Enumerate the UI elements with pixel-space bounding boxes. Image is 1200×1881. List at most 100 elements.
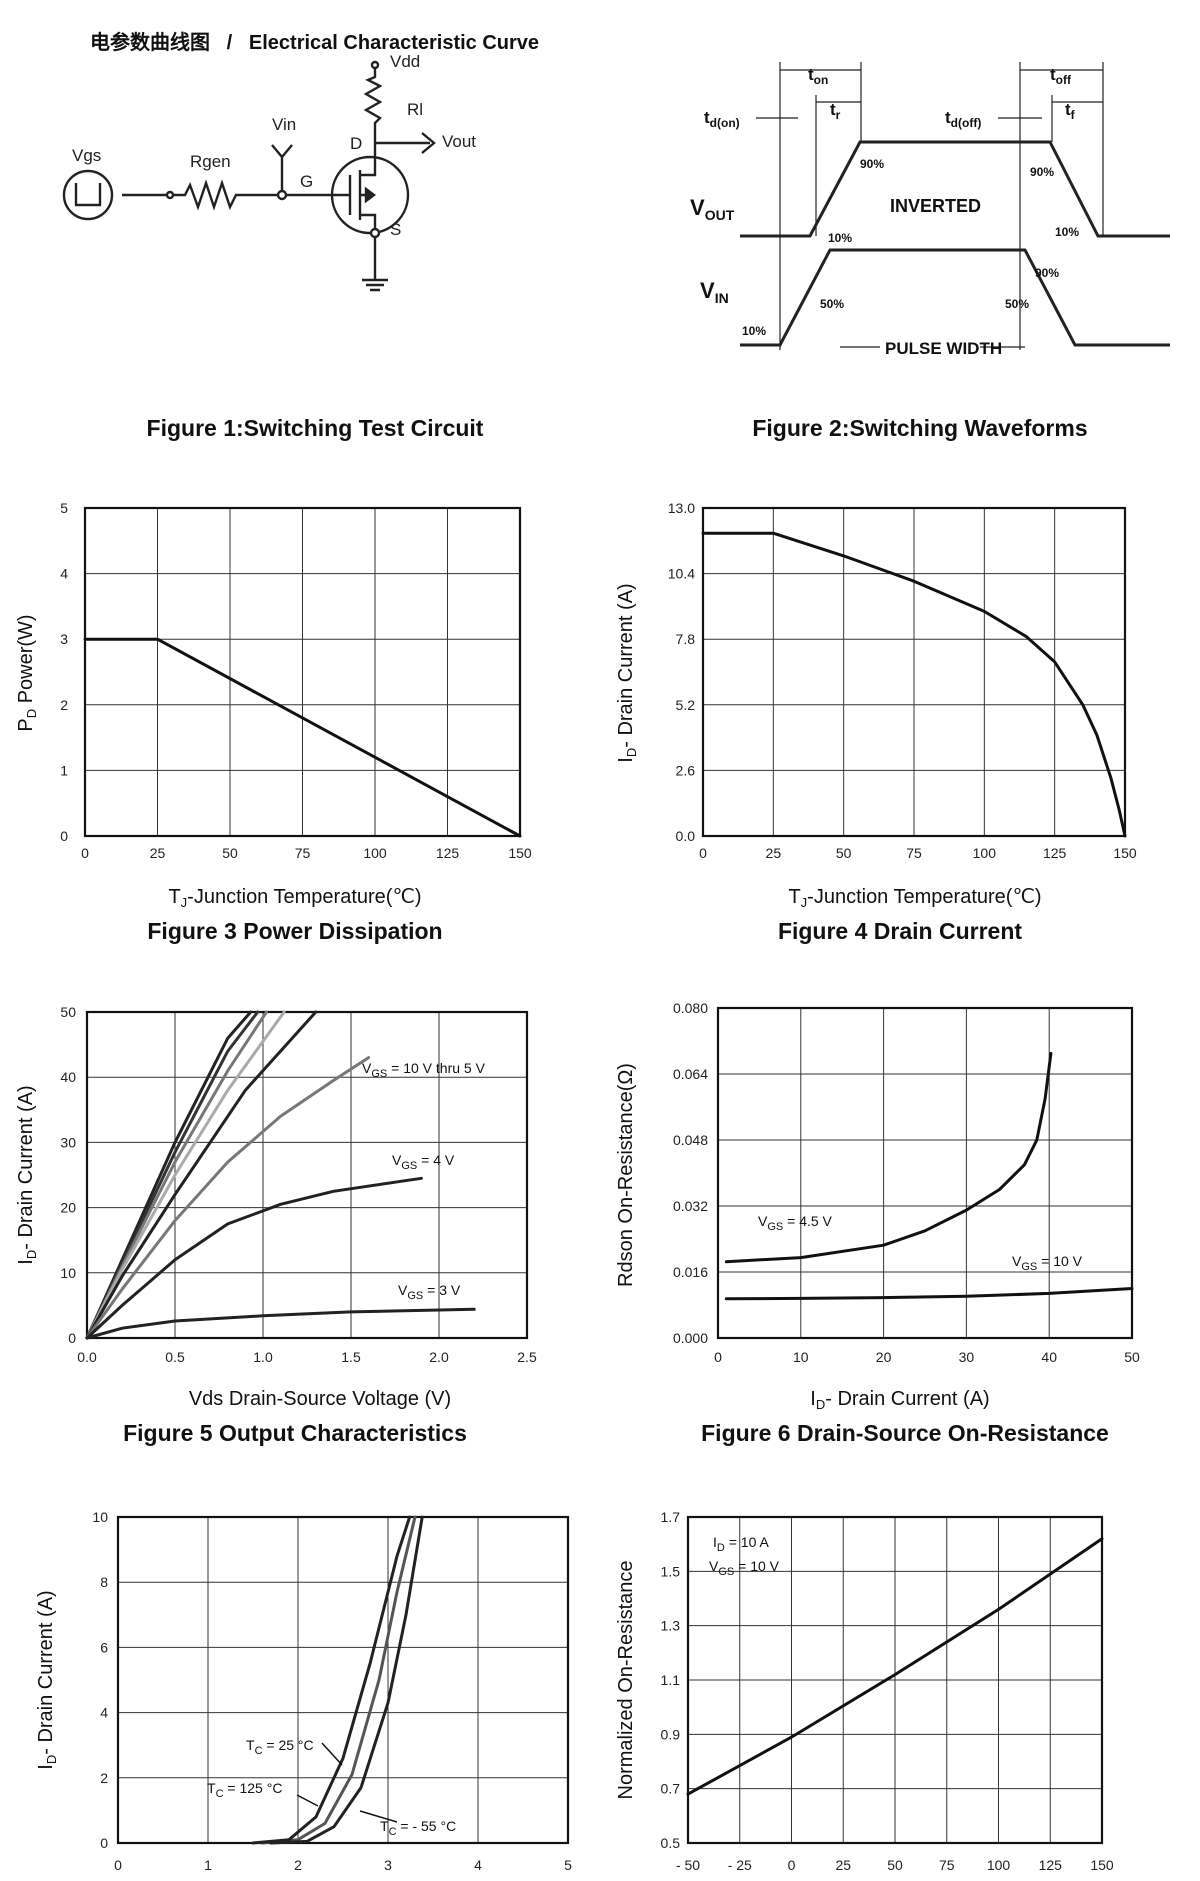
- p50a-label: 50%: [820, 297, 844, 311]
- y-axis-label: Normalized On-Resistance: [615, 1561, 637, 1800]
- plot-frame: [83, 506, 522, 838]
- y-tick-label: 0.0: [676, 828, 696, 844]
- output-characteristics-chart: 0.0 0.5 1.0 1.5 2.0 2.5 0 10 20 30 40 50 Vds Drain-S…: [15, 1004, 537, 1410]
- series-line-1: [260, 1515, 417, 1845]
- x-tick-label: 0: [699, 845, 707, 861]
- x-tick-label: 75: [906, 845, 922, 861]
- header-en: Electrical Characteristic Curve: [248, 32, 540, 54]
- transfer-characteristics-chart: 0 1 2 3 4 5 0 2 4 6 8 10 ID- Drain Current (A) TC = 2…: [35, 1509, 572, 1873]
- x-tick-label: 30: [959, 1349, 975, 1365]
- page-header: 电参数曲线图 / Electrical Characteristic Curve: [90, 26, 539, 55]
- x-axis-label: TJ-Junction Temperature(℃): [168, 886, 421, 908]
- x-tick-label: 125: [436, 845, 460, 861]
- y-tick-label: 1: [60, 762, 68, 778]
- figure2-caption: Figure 2:Switching Waveforms: [752, 415, 1088, 441]
- normalized-on-resistance-chart: - 50 - 25 0 25 50 75 100 125 150 0.5 0.7 0.9 1.1 1.3 1…: [615, 1509, 1114, 1873]
- tf-label: tf: [1065, 100, 1076, 122]
- x-tick-label: 5: [564, 1857, 572, 1873]
- x-tick-label: 1.0: [253, 1349, 273, 1365]
- plot-frame: [686, 1515, 1104, 1845]
- x-tick-label: 50: [1124, 1349, 1140, 1365]
- x-tick-label: 150: [508, 845, 532, 861]
- y-tick-label: 13.0: [668, 500, 695, 516]
- series-line-4: [85, 1010, 286, 1340]
- series-line-2: [724, 1287, 1134, 1301]
- y-tick-label: 0.000: [673, 1330, 708, 1346]
- series-line-3: [269, 1515, 424, 1845]
- y-tick-label: 10: [92, 1509, 108, 1525]
- inverted-label: INVERTED: [890, 196, 981, 216]
- vgs-label: Vgs: [72, 146, 101, 165]
- figure6-caption: Figure 6 Drain-Source On-Resistance: [701, 1420, 1109, 1446]
- plot-frame: [85, 1010, 529, 1340]
- p10a-label: 10%: [828, 231, 852, 245]
- y-tick-label: 6: [100, 1639, 108, 1655]
- annotation-label: VGS = 4.5 V: [758, 1213, 833, 1233]
- x-tick-label: 25: [150, 845, 166, 861]
- annotation-label: TC = 125 °C: [207, 1780, 282, 1800]
- x-tick-label: 150: [1113, 845, 1137, 861]
- vout-wave-label: VOUT: [690, 195, 735, 223]
- y-axis-label: Rdson On-Resistance(Ω): [615, 1063, 637, 1287]
- source-label: S: [390, 220, 401, 239]
- y-tick-label: 0.064: [673, 1066, 708, 1082]
- figure1-caption: Figure 1:Switching Test Circuit: [146, 415, 484, 441]
- y-axis-label: ID- Drain Current (A): [15, 1085, 39, 1264]
- y-tick-label: 3: [60, 631, 68, 647]
- series-line-8: [85, 1307, 476, 1340]
- switching-test-circuit: Vdd Rl Vout Vin D G S Vgs Rgen: [62, 55, 476, 292]
- y-axis-label: PD Power(W): [15, 614, 39, 731]
- y-axis-label: ID- Drain Current (A): [35, 1590, 59, 1769]
- ton-label: ton: [808, 65, 828, 87]
- series-line-1: [83, 637, 522, 838]
- y-tick-label: 10: [60, 1265, 76, 1281]
- y-tick-label: 30: [60, 1134, 76, 1150]
- y-tick-label: 0: [100, 1835, 108, 1851]
- y-tick-label: 0.080: [673, 1000, 708, 1016]
- y-tick-label: 8: [100, 1574, 108, 1590]
- annotation-label: VGS = 10 V: [1012, 1253, 1083, 1273]
- rl-label: Rl: [407, 100, 423, 119]
- p10c-label: 10%: [742, 324, 766, 338]
- annotation-label: VGS = 10 V thru 5 V: [362, 1060, 486, 1080]
- x-axis-label: Vds Drain-Source Voltage (V): [189, 1388, 451, 1410]
- x-tick-label: 10: [793, 1349, 809, 1365]
- y-tick-label: 1.3: [661, 1618, 681, 1634]
- x-tick-label: 2: [294, 1857, 302, 1873]
- figure4-caption: Figure 4 Drain Current: [777, 918, 1023, 944]
- x-tick-label: 40: [1041, 1349, 1057, 1365]
- series-line-2: [251, 1515, 412, 1845]
- x-tick-label: 2.0: [429, 1349, 449, 1365]
- tdon-label: td(on): [704, 108, 740, 130]
- x-tick-label: 0: [114, 1857, 122, 1873]
- plot-frame: [116, 1515, 570, 1845]
- y-tick-label: 20: [60, 1200, 76, 1216]
- y-tick-label: 1.5: [661, 1563, 681, 1579]
- annotation-label: TC = 25 °C: [246, 1737, 314, 1757]
- y-tick-label: 0.016: [673, 1264, 708, 1280]
- vout-label: Vout: [442, 132, 476, 151]
- y-tick-label: 5.2: [676, 697, 696, 713]
- tdoff-label: td(off): [945, 108, 981, 130]
- p90c-label: 90%: [1035, 266, 1059, 280]
- y-tick-label: 0.5: [661, 1835, 681, 1851]
- y-tick-label: 0.032: [673, 1198, 708, 1214]
- p90a-label: 90%: [860, 157, 884, 171]
- annotation-pointer: [321, 1742, 343, 1766]
- x-tick-label: 3: [384, 1857, 392, 1873]
- annotation-pointer: [359, 1810, 398, 1823]
- x-tick-label: 50: [222, 845, 238, 861]
- x-tick-label: 50: [887, 1857, 903, 1873]
- x-tick-label: 25: [766, 845, 782, 861]
- series-line-1: [686, 1537, 1104, 1796]
- pulse-width-label: PULSE WIDTH: [885, 339, 1002, 358]
- y-tick-label: 1.7: [661, 1509, 681, 1525]
- power-dissipation-chart: 0 25 50 75 100 125 150 0 1 2 3 4 5 TJ-Junction Temper…: [15, 500, 532, 908]
- annotation-label: ID = 10 A: [713, 1534, 769, 1554]
- drain-label: D: [350, 134, 362, 153]
- x-tick-label: 20: [876, 1349, 892, 1365]
- series-line-1: [724, 1051, 1053, 1264]
- y-tick-label: 0.048: [673, 1132, 708, 1148]
- x-tick-label: 0: [81, 845, 89, 861]
- y-tick-label: 4: [60, 566, 68, 582]
